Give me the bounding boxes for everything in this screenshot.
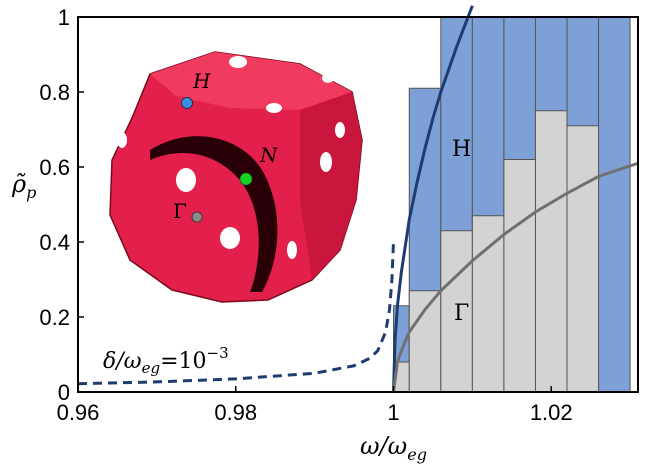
- bar-gamma-2: [440, 230, 473, 393]
- inset-hole: [287, 241, 297, 259]
- y-tick-label: 0.8: [39, 80, 70, 105]
- inset-structure: H N Γ: [109, 51, 363, 303]
- y-axis-label: ρ̃p: [11, 170, 36, 202]
- y-tick-label: 0: [58, 380, 70, 405]
- x-tick-label: 0.98: [214, 400, 257, 425]
- y-tick-label: 0.2: [39, 305, 70, 330]
- inset-hole: [320, 152, 332, 172]
- x-tick-label: 1.02: [530, 400, 573, 425]
- series-label-gamma: Γ: [454, 301, 469, 326]
- inset-label-h: H: [192, 69, 211, 93]
- y-tick-label: 0.4: [39, 230, 70, 255]
- series-label-h: H: [452, 137, 471, 162]
- svg-text:ρ̃p: ρ̃p: [11, 170, 36, 202]
- inset-hole: [117, 132, 127, 148]
- delta-label-exp: −3: [207, 344, 229, 362]
- plot-frame: [77, 16, 639, 393]
- x-tick-label: 0.96: [57, 400, 100, 425]
- y-tick-label: 0.6: [39, 155, 70, 180]
- curves: [77, 5, 639, 393]
- x-axis-label: ω/ωeg: [360, 432, 427, 464]
- inset-hole: [176, 168, 196, 192]
- delta-label-lhs: δ/ω: [103, 349, 142, 374]
- inset-right-face: [300, 92, 362, 280]
- bar-gamma-6: [566, 125, 600, 393]
- inset-hole: [220, 227, 240, 249]
- point-gamma-marker: [191, 211, 203, 223]
- inset-label-gamma: Γ: [173, 199, 187, 223]
- bar-gamma-5: [534, 110, 568, 393]
- curve-0: [391, 5, 474, 393]
- bar-gamma-3: [471, 215, 505, 393]
- delta-label-eq: =10: [160, 349, 206, 374]
- curve-1: [392, 161, 639, 393]
- bar-gamma-4: [503, 159, 536, 393]
- histogram-bars: [392, 16, 631, 393]
- svg-text:ω/ωeg: ω/ωeg: [360, 432, 427, 464]
- inset-label-n: N: [259, 143, 279, 167]
- delta-annotation: δ/ωeg=10−3: [103, 344, 229, 377]
- delta-label-sub: eg: [142, 359, 160, 377]
- inset-hole: [335, 122, 345, 138]
- axis-ticks: 0.96 0.98 1 1.02 0 0.2 0.4 0.6 0.8 1: [39, 5, 572, 425]
- point-n-marker: [239, 172, 253, 186]
- inset-hole: [322, 73, 334, 83]
- bar-gamma-1: [408, 290, 442, 393]
- inset-top-face: [150, 52, 352, 110]
- svg-text:δ/ωeg=10−3: δ/ωeg=10−3: [103, 344, 229, 377]
- inset-hole: [229, 56, 247, 68]
- x-tick-label: 1: [387, 400, 399, 425]
- point-h-marker: [181, 97, 193, 109]
- y-tick-label: 1: [58, 5, 70, 30]
- inset-hole: [266, 103, 282, 113]
- bar-h-7: [598, 16, 631, 393]
